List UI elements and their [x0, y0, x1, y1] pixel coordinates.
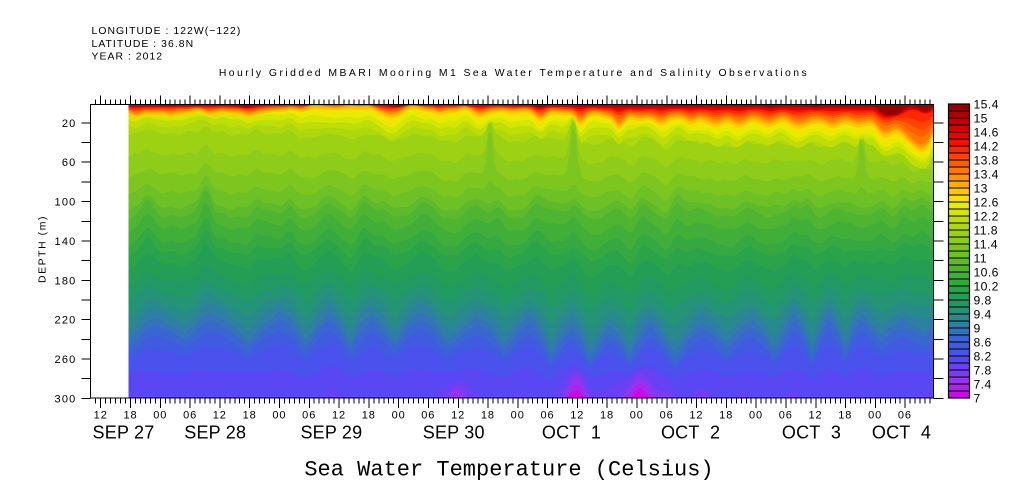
- svg-text:8.6: 8.6: [974, 335, 992, 349]
- svg-text:13.4: 13.4: [974, 167, 999, 181]
- svg-text:DEPTH (m): DEPTH (m): [37, 215, 48, 283]
- svg-text:12: 12: [808, 410, 822, 422]
- svg-text:00: 00: [749, 410, 763, 422]
- svg-text:12: 12: [689, 410, 703, 422]
- svg-text:18: 18: [719, 410, 733, 422]
- svg-text:18: 18: [362, 410, 376, 422]
- svg-text:00: 00: [153, 410, 167, 422]
- svg-text:13.8: 13.8: [974, 153, 999, 167]
- svg-text:180: 180: [55, 275, 77, 287]
- svg-text:260: 260: [55, 354, 77, 366]
- svg-text:LONGITUDE : 122W(−122): LONGITUDE : 122W(−122): [92, 26, 242, 37]
- svg-text:7: 7: [974, 391, 981, 405]
- svg-text:18: 18: [243, 410, 257, 422]
- svg-text:15.4: 15.4: [974, 97, 999, 111]
- svg-text:13: 13: [974, 181, 988, 195]
- svg-text:00: 00: [868, 410, 882, 422]
- svg-text:8.2: 8.2: [974, 349, 992, 363]
- svg-text:12: 12: [570, 410, 584, 422]
- svg-text:18: 18: [481, 410, 495, 422]
- svg-text:18: 18: [123, 410, 137, 422]
- svg-text:06: 06: [302, 410, 316, 422]
- svg-text:06: 06: [183, 410, 197, 422]
- svg-text:7.8: 7.8: [974, 363, 992, 377]
- svg-text:OCT 2: OCT 2: [661, 422, 720, 442]
- svg-text:LATITUDE : 36.8N: LATITUDE : 36.8N: [92, 39, 195, 50]
- svg-text:220: 220: [55, 315, 77, 327]
- svg-text:SEP 27: SEP 27: [93, 422, 155, 442]
- svg-text:9.8: 9.8: [974, 293, 992, 307]
- svg-text:06: 06: [660, 410, 674, 422]
- svg-text:06: 06: [540, 410, 554, 422]
- svg-text:7.4: 7.4: [974, 377, 992, 391]
- svg-text:12.6: 12.6: [974, 195, 999, 209]
- svg-text:06: 06: [898, 410, 912, 422]
- svg-text:00: 00: [630, 410, 644, 422]
- svg-text:140: 140: [55, 236, 77, 248]
- svg-text:00: 00: [392, 410, 406, 422]
- svg-text:Sea Water Temperature (Celsius: Sea Water Temperature (Celsius): [304, 458, 713, 483]
- svg-text:12: 12: [451, 410, 465, 422]
- svg-text:9: 9: [974, 321, 981, 335]
- svg-text:15: 15: [974, 111, 988, 125]
- svg-text:SEP 30: SEP 30: [423, 422, 485, 442]
- svg-text:18: 18: [838, 410, 852, 422]
- svg-text:00: 00: [272, 410, 286, 422]
- svg-text:10.6: 10.6: [974, 265, 999, 279]
- svg-text:OCT 1: OCT 1: [542, 422, 601, 442]
- svg-text:06: 06: [421, 410, 435, 422]
- svg-text:10.2: 10.2: [974, 279, 999, 293]
- svg-text:OCT 3: OCT 3: [782, 422, 841, 442]
- svg-text:00: 00: [511, 410, 525, 422]
- svg-text:18: 18: [600, 410, 614, 422]
- svg-text:06: 06: [779, 410, 793, 422]
- svg-text:60: 60: [62, 157, 77, 169]
- svg-text:14.6: 14.6: [974, 125, 999, 139]
- svg-text:Hourly Gridded MBARI Mooring M: Hourly Gridded MBARI Mooring M1 Sea Wate…: [219, 68, 809, 79]
- svg-text:11.8: 11.8: [974, 223, 998, 237]
- svg-text:300: 300: [55, 393, 77, 405]
- svg-text:20: 20: [62, 118, 77, 130]
- svg-text:12: 12: [332, 410, 346, 422]
- svg-text:14.2: 14.2: [974, 139, 999, 153]
- svg-text:11: 11: [974, 251, 987, 265]
- svg-text:100: 100: [55, 197, 77, 209]
- svg-text:12.2: 12.2: [974, 209, 999, 223]
- svg-text:12: 12: [94, 410, 108, 422]
- svg-text:12: 12: [213, 410, 227, 422]
- svg-text:SEP 29: SEP 29: [300, 422, 362, 442]
- svg-text:SEP 28: SEP 28: [184, 422, 246, 442]
- svg-text:OCT 4: OCT 4: [872, 422, 931, 442]
- svg-text:YEAR : 2012: YEAR : 2012: [92, 51, 164, 62]
- svg-text:9.4: 9.4: [974, 307, 992, 321]
- svg-text:11.4: 11.4: [974, 237, 998, 251]
